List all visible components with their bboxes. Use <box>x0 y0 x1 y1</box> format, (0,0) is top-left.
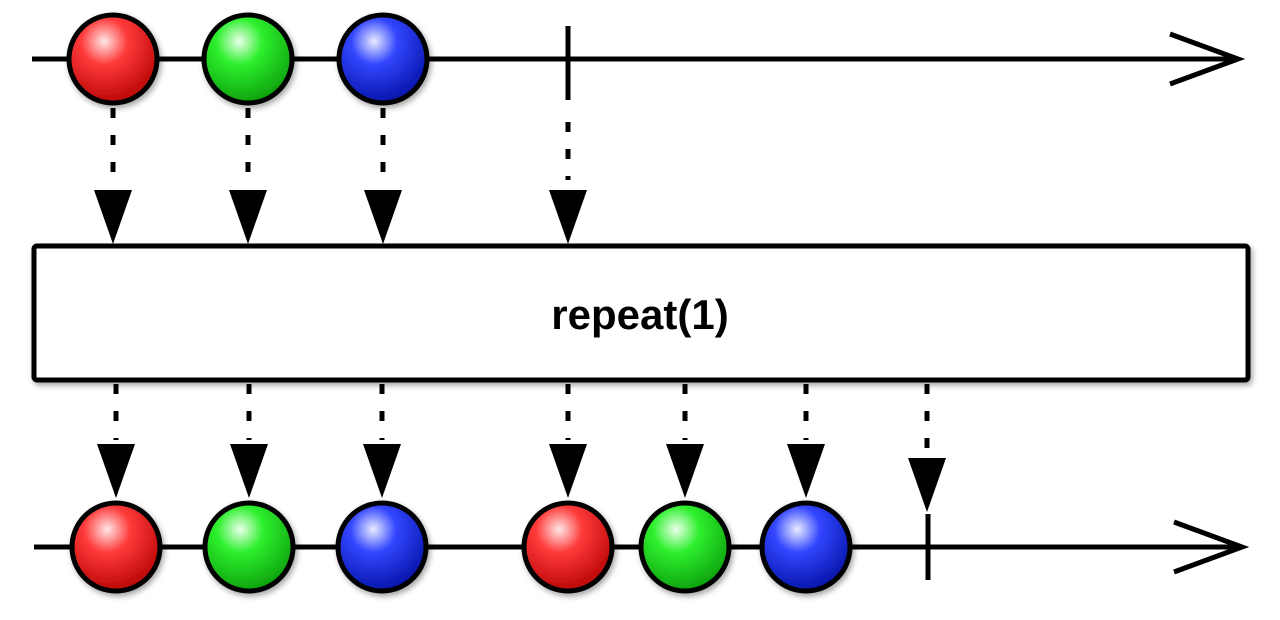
source-marble-red <box>66 12 160 106</box>
input-arrow <box>364 108 402 244</box>
source-timeline-arrowhead <box>1169 31 1246 87</box>
output-arrow <box>666 384 704 498</box>
operator-box: repeat(1) <box>31 243 1251 383</box>
result-marble-green <box>638 500 732 594</box>
output-arrow <box>549 384 587 498</box>
result-marbles <box>69 500 853 594</box>
output-arrow <box>230 384 268 498</box>
result-marble-blue <box>759 500 853 594</box>
input-arrows <box>94 108 587 244</box>
output-arrow <box>787 384 825 498</box>
input-arrow <box>229 108 267 244</box>
input-arrow <box>549 122 587 244</box>
result-marble-blue <box>335 500 429 594</box>
source-marble-green <box>201 12 295 106</box>
operator-label: repeat(1) <box>551 291 728 338</box>
output-arrow <box>908 384 946 512</box>
result-marble-green <box>202 500 296 594</box>
output-arrow <box>97 384 135 498</box>
result-timeline-arrowhead <box>1173 519 1250 575</box>
source-marbles <box>66 12 430 106</box>
output-arrows <box>97 384 946 512</box>
input-arrow <box>94 108 132 244</box>
output-arrow <box>363 384 401 498</box>
result-marble-red <box>69 500 163 594</box>
result-marble-red <box>521 500 615 594</box>
source-marble-blue <box>336 12 430 106</box>
